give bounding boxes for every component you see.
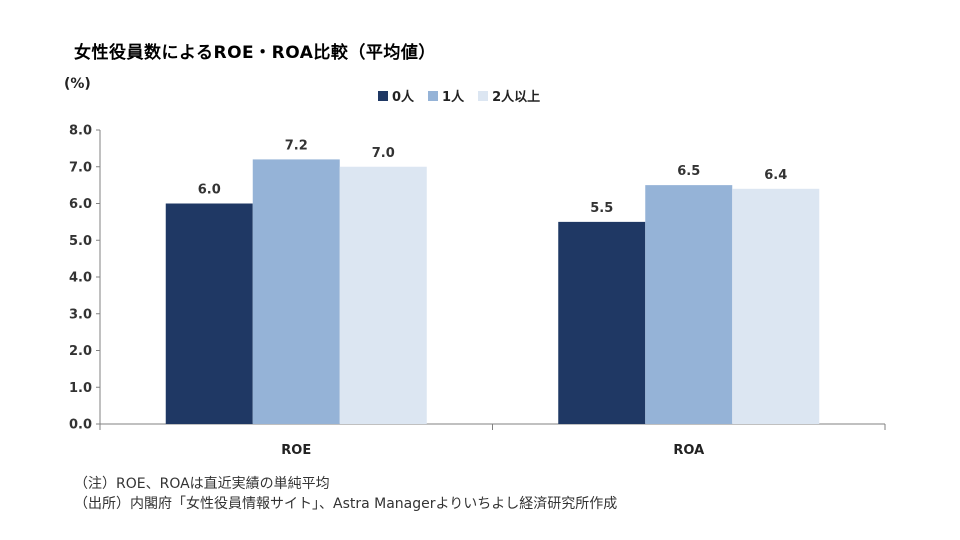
y-tick-label: 4.0 [69,271,92,286]
data-label: 7.0 [372,146,395,161]
y-tick-label: 0.0 [69,418,92,433]
data-label: 7.2 [285,138,308,153]
note-source: （出所）内閣府「女性役員情報サイト」、Astra Managerよりいちよし経済… [74,496,618,512]
chart-title: 女性役員数によるROE・ROA比較（平均値） [74,43,436,63]
y-tick-label: 8.0 [69,124,92,139]
data-label: 6.0 [198,183,221,198]
note-definition: （注）ROE、ROAは直近実績の単純平均 [74,476,330,492]
bar [252,159,340,424]
bar [339,166,427,424]
legend: 0人 1人 2人以上 [378,86,540,105]
x-category-label: ROA [673,443,704,458]
bar [732,188,820,424]
y-tick-label: 3.0 [69,307,92,322]
footnotes: （注）ROE、ROAは直近実績の単純平均 （出所）内閣府「女性役員情報サイト」、… [74,474,617,514]
data-label: 6.5 [677,164,700,179]
y-tick-label: 1.0 [69,381,92,396]
y-tick-label: 5.0 [69,234,92,249]
x-category-label: ROE [281,443,311,458]
legend-item-2: 2人以上 [478,86,540,105]
bar [645,185,733,424]
bar [558,221,646,424]
y-tick-label: 2.0 [69,344,92,359]
y-tick-label: 6.0 [69,197,92,212]
legend-label-1: 1人 [442,90,465,105]
y-tick-label: 7.0 [69,160,92,175]
legend-item-1: 1人 [428,86,464,105]
legend-swatch-2 [478,90,489,101]
legend-swatch-1 [428,90,439,101]
y-unit-label: (%) [64,76,91,92]
bar [165,203,253,424]
data-label: 6.4 [764,168,787,183]
legend-item-0: 0人 [378,86,414,105]
legend-label-2: 2人以上 [492,90,541,105]
legend-swatch-0 [378,90,388,101]
data-label: 5.5 [590,201,613,216]
legend-label-0: 0人 [392,90,415,105]
